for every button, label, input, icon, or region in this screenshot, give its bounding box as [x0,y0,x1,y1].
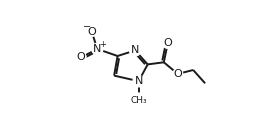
Text: −: − [83,22,91,32]
Circle shape [173,69,183,79]
Circle shape [163,38,172,48]
Text: O: O [173,69,182,79]
Circle shape [131,93,146,108]
Text: O: O [87,26,96,37]
Text: O: O [77,52,86,62]
Text: N: N [131,45,139,55]
Circle shape [92,43,103,55]
Text: N: N [134,76,143,86]
Circle shape [76,52,86,62]
Circle shape [130,45,141,56]
Circle shape [87,27,97,36]
Text: N: N [93,44,101,54]
Text: O: O [163,38,172,48]
Circle shape [133,76,144,87]
Text: CH₃: CH₃ [130,96,147,105]
Text: +: + [99,40,106,49]
